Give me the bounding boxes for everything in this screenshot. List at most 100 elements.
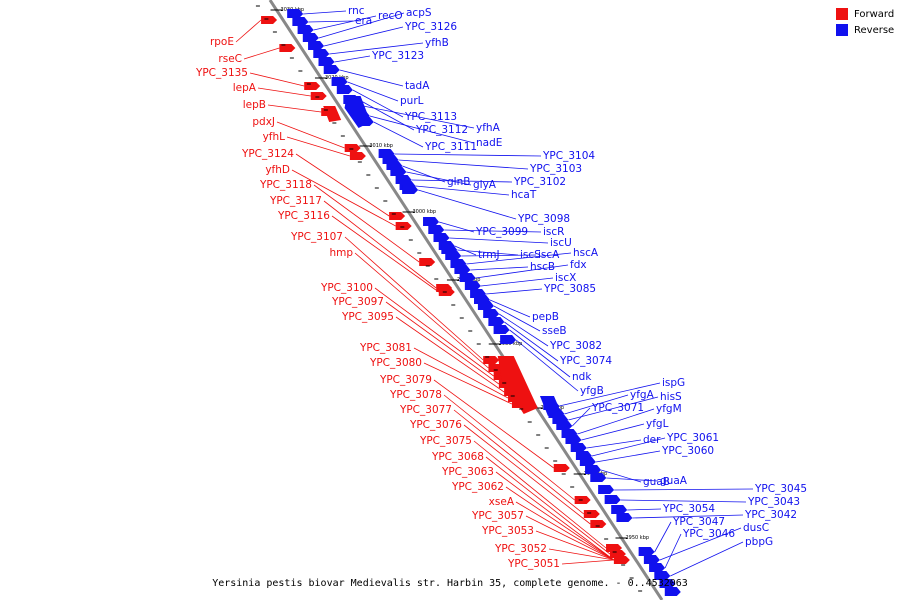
- reverse-gene-label: YPC_3103: [529, 163, 582, 175]
- forward-gene-label: YPC_3053: [481, 525, 534, 537]
- reverse-gene-label: YPC_3104: [542, 150, 595, 162]
- forward-gene: [261, 16, 278, 24]
- reverse-gene-label: ndk: [572, 371, 592, 383]
- forward-leader: [257, 87, 311, 97]
- reverse-gene-label: sseB: [542, 325, 567, 337]
- reverse-leader: [461, 254, 537, 257]
- reverse-gene: [664, 587, 681, 596]
- reverse-gene: [604, 495, 621, 504]
- reverse-leader: [627, 508, 662, 511]
- reverse-gene: [297, 25, 314, 34]
- reverse-leader: [402, 165, 446, 183]
- reverse-leader: [504, 321, 559, 362]
- reverse-gene-label: glnB: [447, 176, 470, 188]
- reverse-leader: [670, 541, 744, 577]
- reverse-leader: [577, 408, 655, 435]
- forward-leader: [323, 200, 437, 289]
- forward-leader: [385, 301, 500, 385]
- forward-leader: [485, 456, 611, 555]
- forward-leader: [515, 501, 615, 561]
- reverse-gene: [570, 443, 587, 452]
- reverse-gene: [493, 325, 510, 334]
- reverse-gene-label: yfhB: [425, 37, 449, 49]
- forward-gene-label: hmp: [329, 247, 353, 259]
- forward-swatch: [836, 8, 848, 20]
- forward-gene-label: YPC_3116: [277, 210, 330, 222]
- reverse-gene-label: recO: [378, 10, 403, 22]
- reverse-leader: [568, 396, 659, 421]
- reverse-gene-label: tadA: [405, 80, 430, 92]
- reverse-gene: [344, 96, 371, 128]
- reverse-gene-label: YPC_3085: [543, 283, 596, 295]
- forward-gene-label: YPC_3075: [419, 435, 472, 447]
- reverse-gene-label: dusC: [743, 522, 769, 534]
- reverse-leader: [654, 521, 672, 553]
- reverse-leader: [444, 229, 542, 233]
- forward-gene-label: rpoE: [210, 36, 234, 48]
- reverse-gene: [454, 265, 471, 274]
- reverse-gene-label: YPC_3123: [371, 50, 424, 62]
- reverse-leader: [581, 423, 645, 441]
- reverse-gene: [590, 473, 607, 482]
- forward-gene-label: YPC_3079: [379, 374, 432, 386]
- reverse-leader: [313, 15, 377, 31]
- forward-gene: [590, 520, 607, 528]
- reverse-leader: [318, 12, 405, 39]
- forward-gene: [310, 92, 327, 100]
- genome-backbone: [268, 0, 664, 600]
- forward-leader: [561, 559, 614, 565]
- map-caption: Yersinia pestis biovar Medievalis str. H…: [212, 578, 688, 589]
- forward-gene-label: YPC_3052: [494, 543, 547, 555]
- forward-gene-label: YPC_3051: [507, 558, 560, 570]
- reverse-leader: [498, 313, 549, 347]
- reverse-gene-label: YPC_3060: [661, 445, 714, 457]
- forward-leader: [286, 136, 351, 157]
- reverse-gene-label: iscR: [543, 226, 564, 238]
- reverse-leader: [308, 20, 354, 23]
- forward-gene-label: YPC_3124: [241, 148, 294, 160]
- reverse-gene: [539, 396, 560, 416]
- forward-leader: [495, 471, 615, 561]
- reverse-leader: [398, 159, 529, 170]
- reverse-gene-label: YPC_3112: [415, 124, 468, 136]
- reverse-gene-label: purL: [400, 95, 424, 107]
- forward-gene: [349, 152, 366, 160]
- reverse-gene-label: glyA: [473, 179, 497, 191]
- forward-gene-label: YPC_3063: [441, 466, 494, 478]
- reverse-gene: [428, 225, 445, 234]
- forward-leader: [453, 409, 585, 515]
- forward-gene-label: yfhL: [263, 131, 286, 143]
- reverse-gene: [488, 317, 505, 326]
- reverse-gene: [336, 85, 353, 94]
- reverse-gene: [649, 563, 666, 572]
- reverse-leader: [614, 488, 754, 491]
- reverse-gene: [313, 49, 330, 58]
- reverse-gene-label: YPC_3074: [559, 355, 612, 367]
- reverse-gene-label: hscB: [530, 261, 555, 273]
- reverse-leader: [406, 171, 472, 186]
- reverse-gene: [598, 485, 615, 494]
- tick-label: 2950 kbp: [625, 535, 649, 541]
- forward-leader: [276, 121, 345, 149]
- reverse-gene-label: guaB: [643, 476, 670, 488]
- reverse-leader: [394, 153, 542, 157]
- reverse-leader: [466, 252, 572, 265]
- reverse-gene: [585, 465, 602, 474]
- reverse-gene: [654, 571, 671, 580]
- reverse-leader: [632, 514, 744, 519]
- reverse-gene-label: iscU: [550, 237, 572, 249]
- reverse-gene-label: acpS: [406, 7, 432, 19]
- forward-leader: [249, 72, 305, 87]
- forward-leader: [433, 379, 554, 469]
- reverse-gene-label: YPC_3054: [662, 503, 715, 515]
- reverse-gene-label: trmJ: [478, 249, 500, 261]
- forward-gene: [279, 44, 296, 52]
- forward-gene: [483, 356, 500, 364]
- reverse-gene-label: YPC_3042: [744, 509, 797, 521]
- reverse-leader: [595, 450, 661, 463]
- reverse-gene-label: der: [643, 434, 661, 446]
- reverse-leader: [664, 533, 682, 569]
- forward-leader: [423, 362, 513, 405]
- reverse-gene-label: hisS: [660, 391, 682, 403]
